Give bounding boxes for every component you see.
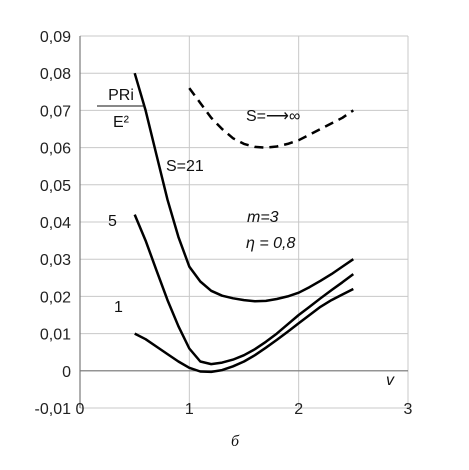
y-tick-label: 0 [62,364,71,381]
y-tick-label: 0,08 [40,66,71,83]
y-axis-label-denominator: E² [113,114,130,131]
x-tick-label: 2 [294,401,303,418]
series-label-s21: S=21 [166,158,204,175]
x-tick-label: 3 [404,401,413,418]
series-label-s-infinity: S=⟶∞ [246,108,300,125]
series-lines [133,72,355,374]
x-tick-labels: 0 1 2 3 [76,401,413,418]
y-tick-label: -0,01 [35,401,72,418]
x-axis-label: v [386,372,395,389]
y-tick-label: 0,07 [40,103,71,120]
y-tick-label: 0,09 [40,29,71,46]
figure-caption: б [231,433,240,450]
y-tick-label: 0,02 [40,289,71,306]
y-tick-label: 0,04 [40,215,71,232]
x-tick-label: 0 [76,401,85,418]
y-axis-label-numerator: PRi [108,87,134,104]
series-label-1: 1 [114,299,123,316]
y-tick-label: 0,06 [40,141,71,158]
series-line-3 [188,87,355,149]
series-line-2 [134,287,354,374]
x-tick-label: 1 [185,401,194,418]
y-tick-label: 0,01 [40,327,71,344]
param-label-eta: η = 0,8 [246,235,295,252]
param-label-m: m=3 [247,209,279,226]
axes [79,36,408,408]
series-label-5: 5 [108,213,117,230]
y-tick-label: 0,03 [40,252,71,269]
y-tick-label: 0,05 [40,178,71,195]
series-line-1 [133,214,355,366]
y-tick-labels: -0,01 0 0,01 0,02 0,03 0,04 0,05 0,06 0,07 0,08 0,… [35,29,72,418]
series-line-0 [133,72,355,303]
